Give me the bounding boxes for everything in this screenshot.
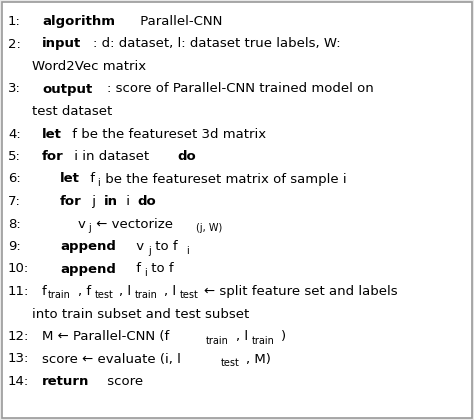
Text: output: output bbox=[42, 82, 92, 95]
Text: : score of Parallel-CNN trained model on: : score of Parallel-CNN trained model on bbox=[107, 82, 374, 95]
Text: , l: , l bbox=[236, 330, 248, 343]
Text: score: score bbox=[103, 375, 143, 388]
Text: ): ) bbox=[281, 330, 286, 343]
Text: : d: dataset, l: dataset true labels, W:: : d: dataset, l: dataset true labels, W: bbox=[92, 37, 340, 50]
Text: let: let bbox=[42, 128, 62, 141]
Text: , M): , M) bbox=[246, 352, 271, 365]
Text: ← split feature set and labels: ← split feature set and labels bbox=[204, 285, 398, 298]
Text: Word2Vec matrix: Word2Vec matrix bbox=[32, 60, 146, 73]
Text: f: f bbox=[42, 285, 47, 298]
Text: 14:: 14: bbox=[8, 375, 29, 388]
Text: Parallel-CNN: Parallel-CNN bbox=[136, 15, 223, 28]
Text: j: j bbox=[148, 246, 150, 255]
Text: do: do bbox=[178, 150, 196, 163]
Text: ← vectorize: ← vectorize bbox=[91, 218, 173, 231]
Text: for: for bbox=[60, 195, 82, 208]
Text: v: v bbox=[132, 240, 144, 253]
Text: M ← Parallel-CNN (f: M ← Parallel-CNN (f bbox=[42, 330, 169, 343]
Text: 8:: 8: bbox=[8, 218, 21, 231]
Text: into train subset and test subset: into train subset and test subset bbox=[32, 307, 249, 320]
Text: train: train bbox=[206, 336, 229, 346]
Text: 4:: 4: bbox=[8, 128, 21, 141]
Text: 5:: 5: bbox=[8, 150, 21, 163]
Text: append: append bbox=[60, 240, 116, 253]
Text: 9:: 9: bbox=[8, 240, 21, 253]
Text: let: let bbox=[60, 173, 80, 186]
Text: test dataset: test dataset bbox=[32, 105, 112, 118]
Text: i: i bbox=[97, 178, 100, 188]
Text: test: test bbox=[95, 291, 113, 300]
Text: 1:: 1: bbox=[8, 15, 21, 28]
Text: score ← evaluate (i, l: score ← evaluate (i, l bbox=[42, 352, 181, 365]
Text: append: append bbox=[60, 262, 116, 276]
Text: in: in bbox=[104, 195, 118, 208]
Text: v: v bbox=[78, 218, 86, 231]
Text: train: train bbox=[135, 291, 157, 300]
Text: test: test bbox=[180, 291, 199, 300]
Text: f: f bbox=[132, 262, 141, 276]
Text: 12:: 12: bbox=[8, 330, 29, 343]
Text: , l: , l bbox=[164, 285, 176, 298]
Text: 10:: 10: bbox=[8, 262, 29, 276]
Text: 13:: 13: bbox=[8, 352, 29, 365]
Text: 7:: 7: bbox=[8, 195, 21, 208]
Text: , l: , l bbox=[119, 285, 131, 298]
Text: algorithm: algorithm bbox=[42, 15, 115, 28]
Text: return: return bbox=[42, 375, 90, 388]
Text: , f: , f bbox=[78, 285, 91, 298]
Text: train: train bbox=[251, 336, 274, 346]
Text: i: i bbox=[186, 246, 188, 255]
Text: to f: to f bbox=[151, 240, 178, 253]
Text: (j, W): (j, W) bbox=[196, 223, 222, 233]
Text: i in dataset: i in dataset bbox=[70, 150, 154, 163]
Text: for: for bbox=[42, 150, 64, 163]
Text: 2:: 2: bbox=[8, 37, 21, 50]
Text: input: input bbox=[42, 37, 81, 50]
Text: f be the featureset 3d matrix: f be the featureset 3d matrix bbox=[68, 128, 266, 141]
Text: f: f bbox=[86, 173, 95, 186]
Text: test: test bbox=[221, 358, 240, 368]
Text: do: do bbox=[138, 195, 156, 208]
Text: train: train bbox=[48, 291, 71, 300]
Text: be the featureset matrix of sample i: be the featureset matrix of sample i bbox=[101, 173, 346, 186]
Text: to f: to f bbox=[147, 262, 174, 276]
Text: 6:: 6: bbox=[8, 173, 21, 186]
Text: 3:: 3: bbox=[8, 82, 21, 95]
Text: i: i bbox=[144, 268, 146, 278]
Text: j: j bbox=[88, 223, 91, 233]
Text: j: j bbox=[88, 195, 100, 208]
Text: i: i bbox=[122, 195, 134, 208]
Text: 11:: 11: bbox=[8, 285, 29, 298]
